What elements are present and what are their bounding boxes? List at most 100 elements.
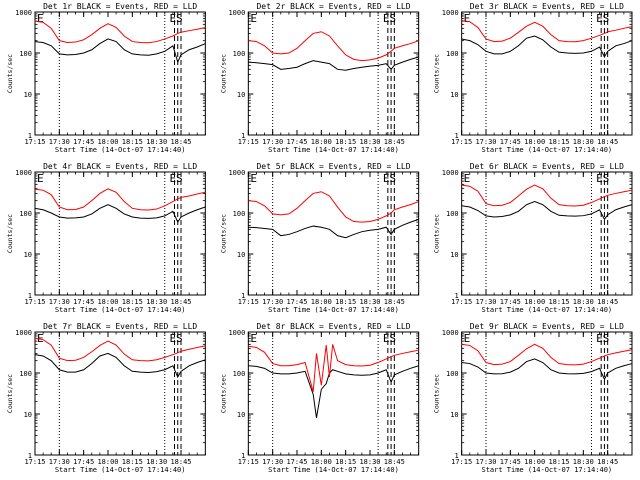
marker-s: S [389,332,396,345]
x-tick-label: 17:30 [49,138,70,146]
x-tick-label: 17:30 [49,298,70,306]
y-tick-label: 10 [237,91,245,99]
y-tick-label: 1 [454,452,458,460]
x-axis-label: Start Time (14-Oct-07 17:14:40) [268,146,399,154]
x-tick-label: 18:00 [97,298,118,306]
y-tick-label: 10 [450,251,458,259]
marker-s: S [176,332,183,345]
y-tick-label: 1 [241,132,245,140]
series-events [461,35,633,59]
y-tick-label: 1 [241,452,245,460]
marker-e: E [250,12,257,25]
series-events [461,358,633,381]
panel-6: Det 6r BLACK = Events, RED = LLD 1 10 100 10… [433,162,633,314]
y-tick-label: 100 [446,50,459,58]
series-events [248,365,419,419]
x-tick-label: 18:45 [384,458,405,466]
plot-frame [34,171,206,296]
x-tick-label: 18:00 [524,138,545,146]
plot-frame [34,331,206,456]
y-tick-label: 100 [19,50,32,58]
x-tick-label: 17:30 [475,298,496,306]
x-tick-label: 18:00 [311,298,332,306]
panel-7: Det 7r BLACK = Events, RED = LLD 1 10 100 10… [6,322,206,474]
x-tick-label: 17:30 [262,298,283,306]
x-tick-label: 18:15 [335,298,356,306]
series-lld [34,20,206,44]
x-tick-label: 18:15 [548,138,569,146]
x-tick-label: 18:00 [97,138,118,146]
plot-frame [247,331,420,456]
x-tick-label: 17:15 [238,138,259,146]
series-lld [248,31,419,62]
y-tick-label: 100 [233,210,246,218]
marker-s: S [603,12,610,25]
x-tick-label: 18:30 [146,458,167,466]
y-tick-label: 1 [28,452,32,460]
x-tick-label: 18:45 [384,138,405,146]
marker-e: E [37,12,44,25]
y-axis-label: Counts/sec [6,54,14,93]
x-tick-label: 18:45 [170,298,191,306]
chart-title: Det 2r BLACK = Events, RED = LLD [256,2,410,11]
y-tick-label: 100 [19,210,32,218]
series-events [34,352,206,379]
y-tick-label: 1000 [15,169,32,177]
x-axis-label: Start Time (14-Oct-07 17:14:40) [268,306,399,314]
marker-e: E [464,12,471,25]
y-tick-label: 10 [237,411,245,419]
marker-s: S [389,172,396,185]
series-events [34,204,206,224]
x-tick-label: 18:00 [311,138,332,146]
x-axis-label: Start Time (14-Oct-07 17:14:40) [55,306,186,314]
y-tick-label: 1000 [228,329,245,337]
marker-e: E [37,332,44,345]
y-axis-label: Counts/sec [219,214,227,253]
y-tick-label: 1 [241,292,245,300]
series-lld [461,343,633,366]
y-tick-label: 10 [24,411,32,419]
marker-e: E [383,12,390,25]
y-axis-label: Counts/sec [219,54,227,93]
y-tick-label: 1000 [228,9,245,17]
y-tick-label: 1 [454,292,458,300]
y-tick-label: 10 [450,91,458,99]
x-tick-label: 17:30 [475,138,496,146]
x-tick-label: 17:30 [475,458,496,466]
marker-s: S [603,332,610,345]
y-tick-label: 10 [24,251,32,259]
y-tick-label: 100 [446,210,459,218]
marker-e: E [464,332,471,345]
marker-e: E [170,172,177,185]
x-tick-label: 18:30 [573,138,594,146]
x-tick-label: 18:30 [146,138,167,146]
y-tick-label: 1000 [442,329,459,337]
series-events [461,201,633,221]
x-axis-label: Start Time (14-Oct-07 17:14:40) [482,306,613,314]
x-tick-label: 18:00 [524,298,545,306]
x-tick-label: 18:15 [122,458,143,466]
y-axis-label: Counts/sec [433,374,441,413]
x-tick-label: 18:15 [335,138,356,146]
x-tick-label: 17:30 [262,458,283,466]
y-tick-label: 100 [446,370,459,378]
panel-9: Det 9r BLACK = Events, RED = LLD 1 10 100 10… [433,322,633,474]
chart-title: Det 4r BLACK = Events, RED = LLD [43,162,197,171]
series-lld [248,344,419,392]
y-axis-label: Counts/sec [433,214,441,253]
x-tick-label: 18:15 [122,138,143,146]
y-axis-label: Counts/sec [219,374,227,413]
x-tick-label: 17:30 [262,138,283,146]
plot-frame [247,171,420,296]
x-tick-label: 17:15 [24,298,45,306]
series-lld [34,337,206,362]
y-tick-label: 1 [454,132,458,140]
x-tick-label: 17:15 [451,458,472,466]
x-tick-label: 17:45 [286,458,307,466]
marker-e: E [383,332,390,345]
x-tick-label: 18:45 [170,138,191,146]
marker-e: E [464,172,471,185]
x-tick-label: 18:45 [597,138,618,146]
x-tick-label: 18:15 [122,298,143,306]
marker-e: E [596,332,603,345]
